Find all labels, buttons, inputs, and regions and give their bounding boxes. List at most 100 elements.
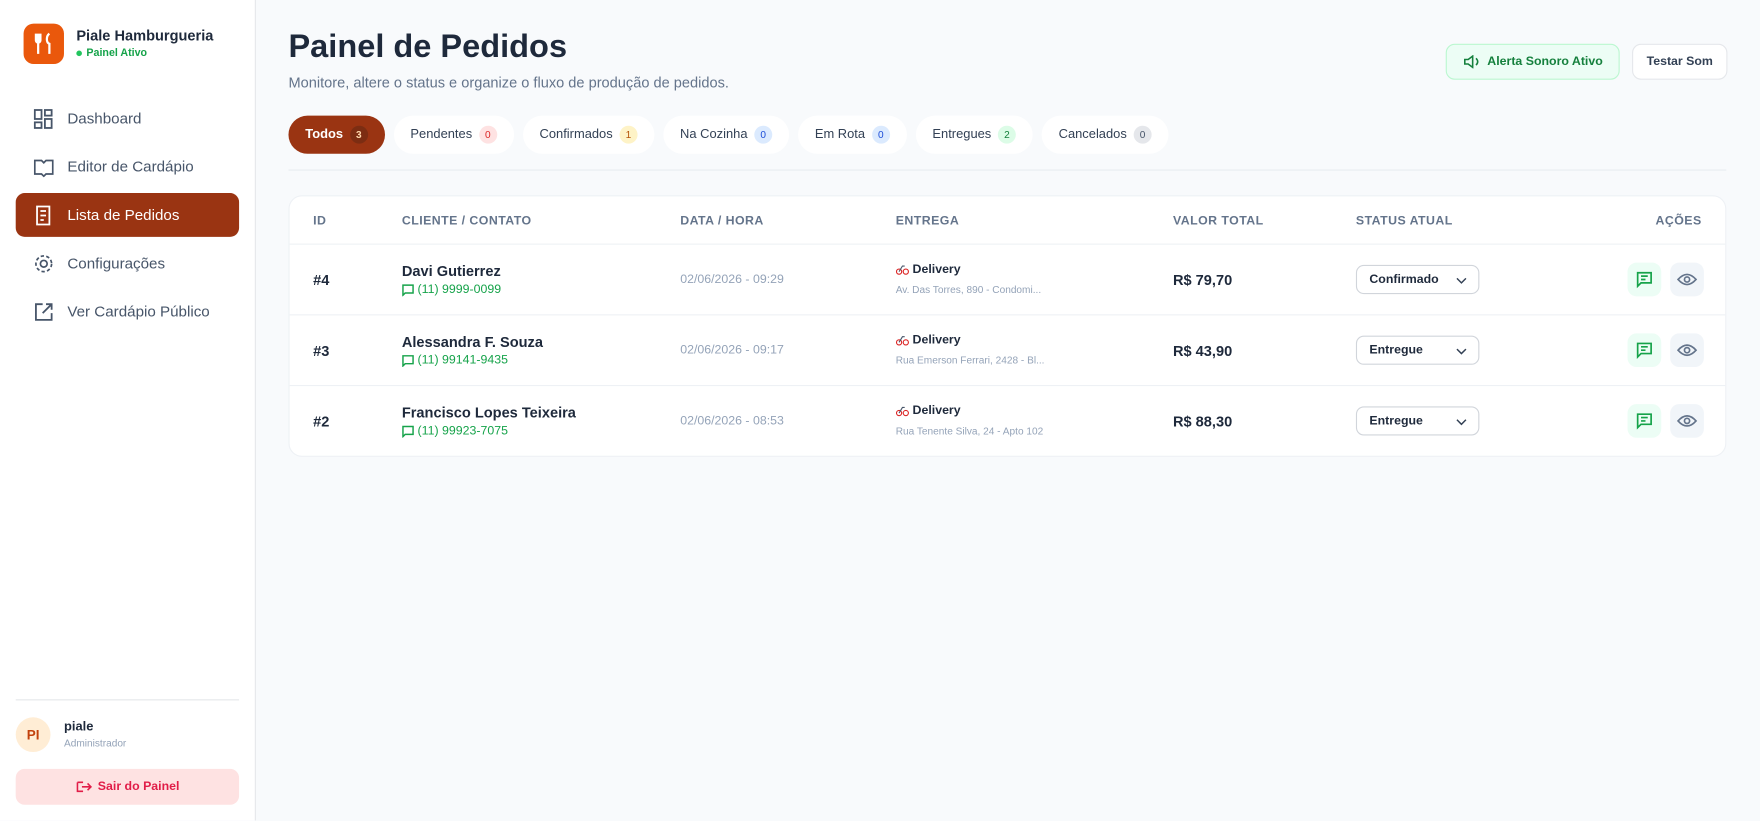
status: Painel Ativo xyxy=(76,47,147,59)
order-datetime: 02/06/2026 - 08:53 xyxy=(680,414,784,428)
customer-phone: (11) 9999-0099 xyxy=(402,283,501,296)
subtitle: Monitore, altere o status e organize o f… xyxy=(288,74,729,91)
tabs: Todos 3 Pendentes 0 Confirmados 1 Na Cozinha 0 E… xyxy=(288,115,1169,154)
title: Painel de Pedidos xyxy=(288,29,568,66)
column-header: ID xyxy=(313,214,327,228)
tab-label: Todos xyxy=(305,127,344,142)
phone-text: (11) 99141-9435 xyxy=(417,353,508,368)
order-row: #4 Davi Gutierrez (11) 9999-0099 02/06/2026… xyxy=(289,243,1726,316)
nav-item[interactable]: Lista de Pedidos xyxy=(15,193,240,237)
customer-phone: (11) 99141-9435 xyxy=(402,354,508,367)
order-datetime: 02/06/2026 - 09:29 xyxy=(680,272,784,287)
divider xyxy=(288,169,1727,171)
logo xyxy=(23,23,64,64)
status-select[interactable]: Entregue xyxy=(1355,335,1480,365)
view-button[interactable] xyxy=(1670,262,1704,297)
order-id: #4 xyxy=(313,271,330,289)
status-text: Confirmado xyxy=(1369,272,1439,287)
nav-item[interactable]: Dashboard xyxy=(16,97,239,141)
tab-count: 1 xyxy=(619,125,638,144)
orders-table: ID CLIENTE / CONTATO DATA / HORA ENTREGA VAL… xyxy=(288,195,1727,457)
tab-label: Em Rota xyxy=(814,127,866,142)
tab-count: 3 xyxy=(349,125,368,144)
customer-name: Alessandra F. Souza xyxy=(401,333,543,351)
order-total: R$ 79,70 xyxy=(1172,271,1233,289)
tab[interactable]: Na Cozinha 0 xyxy=(663,115,790,154)
sidebar: Piale Hamburgueria Painel Ativo Dashboar… xyxy=(0,0,256,821)
customer-phone: (11) 99923-7075 xyxy=(402,424,508,438)
divider xyxy=(15,699,240,701)
column-header: AÇÕES xyxy=(1655,214,1702,228)
status-text: Entregue xyxy=(1369,343,1423,357)
tab[interactable]: Confirmados 1 xyxy=(522,115,655,154)
delivery-address: Rua Emerson Ferrari, 2428 - Bl... xyxy=(895,354,1045,366)
test-button[interactable]: Testar Som xyxy=(1632,43,1728,80)
customer-name: Francisco Lopes Teixeira xyxy=(401,404,576,421)
logout-label: Sair do Painel xyxy=(97,780,180,794)
tab-label: Pendentes xyxy=(410,127,473,142)
tab-count: 0 xyxy=(871,125,890,144)
column-header: DATA / HORA xyxy=(680,214,764,228)
status-select[interactable]: Confirmado xyxy=(1355,264,1480,295)
nav-label: Configurações xyxy=(67,254,166,272)
order-row: #2 Francisco Lopes Teixeira (11) 99923-707… xyxy=(289,385,1726,457)
nav-item[interactable]: Configurações xyxy=(16,241,239,285)
nav-label: Ver Cardápio Público xyxy=(67,303,210,320)
brand: Piale Hamburgueria xyxy=(76,26,214,44)
tab-count: 0 xyxy=(1133,125,1152,144)
phone-text: (11) 9999-0099 xyxy=(417,282,502,297)
column-header: STATUS ATUAL xyxy=(1355,214,1453,228)
column-header: VALOR TOTAL xyxy=(1172,214,1264,228)
delivery-address: Rua Tenente Silva, 24 - Apto 102 xyxy=(895,425,1044,437)
user-role: Administrador xyxy=(63,737,127,749)
view-button[interactable] xyxy=(1670,404,1704,438)
user-name: piale xyxy=(63,720,94,735)
tab-label: Confirmados xyxy=(539,127,613,142)
tab-label: Na Cozinha xyxy=(680,127,748,142)
delivery-text: Delivery xyxy=(912,262,961,277)
order-datetime: 02/06/2026 - 09:17 xyxy=(680,343,784,357)
tab-label: Cancelados xyxy=(1058,127,1127,142)
tab-count: 2 xyxy=(998,125,1016,144)
alert-label: Alerta Sonoro Ativo xyxy=(1487,55,1603,69)
status-select[interactable]: Entregue xyxy=(1355,406,1480,436)
tab[interactable]: Em Rota 0 xyxy=(798,115,907,154)
tab[interactable]: Cancelados 0 xyxy=(1041,115,1169,154)
chat-button[interactable] xyxy=(1627,404,1662,438)
phone-text: (11) 99923-7075 xyxy=(417,424,508,438)
nav-label: Dashboard xyxy=(67,110,142,127)
order-row: #3 Alessandra F. Souza (11) 99141-9435 02/0… xyxy=(289,314,1726,386)
tab-label: Entregues xyxy=(932,127,992,142)
delivery-type: Delivery xyxy=(895,333,961,347)
delivery-text: Delivery xyxy=(912,333,961,347)
nav-item[interactable]: Editor de Cardápio xyxy=(16,145,239,189)
delivery-address: Av. Das Torres, 890 - Condomi... xyxy=(895,283,1042,296)
customer-name: Davi Gutierrez xyxy=(401,262,501,280)
order-id: #2 xyxy=(313,413,330,430)
chat-button[interactable] xyxy=(1627,262,1662,297)
view-button[interactable] xyxy=(1670,333,1704,368)
column-header: CLIENTE / CONTATO xyxy=(401,214,532,228)
nav-label: Lista de Pedidos xyxy=(67,206,180,224)
delivery-text: Delivery xyxy=(912,404,961,418)
order-total: R$ 43,90 xyxy=(1172,342,1233,360)
tab[interactable]: Pendentes 0 xyxy=(393,115,514,154)
tab-count: 0 xyxy=(478,125,497,144)
status-text: Entregue xyxy=(1369,414,1423,428)
tab[interactable]: Todos 3 xyxy=(288,115,385,154)
order-total: R$ 88,30 xyxy=(1172,413,1233,430)
tab[interactable]: Entregues 2 xyxy=(915,115,1033,154)
order-id: #3 xyxy=(313,342,330,360)
logout[interactable]: Sair do Painel xyxy=(15,768,240,805)
nav-item[interactable]: Ver Cardápio Público xyxy=(16,290,239,334)
avatar: PI xyxy=(15,717,51,753)
column-header: ENTREGA xyxy=(895,214,960,228)
tab-count: 0 xyxy=(754,125,773,144)
delivery-type: Delivery xyxy=(895,262,961,277)
nav-label: Editor de Cardápio xyxy=(67,158,194,176)
delivery-type: Delivery xyxy=(895,404,961,418)
chat-button[interactable] xyxy=(1627,333,1662,368)
alert-button[interactable]: Alerta Sonoro Ativo xyxy=(1445,43,1620,80)
